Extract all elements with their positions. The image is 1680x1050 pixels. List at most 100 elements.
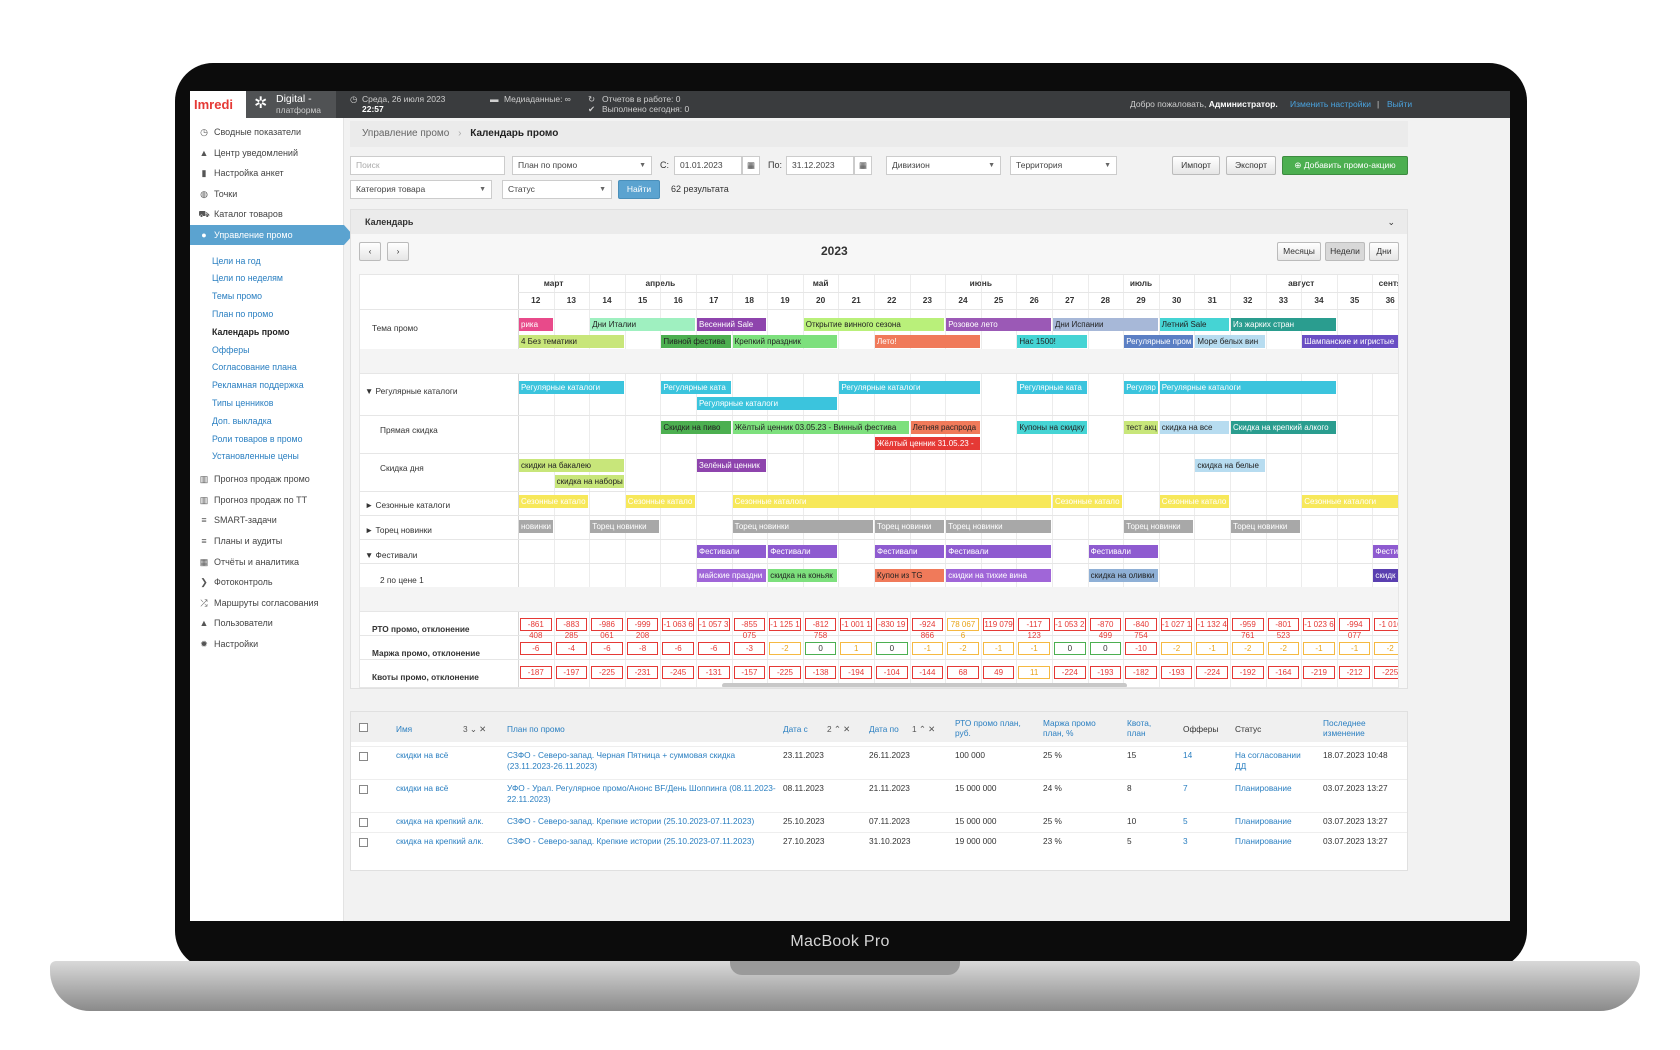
sidebar-item[interactable]: ◍ Точки bbox=[190, 184, 344, 204]
promo-bar[interactable]: скидки на бакалею bbox=[519, 459, 624, 472]
column-header-quota[interactable]: Квота, план bbox=[1127, 718, 1152, 738]
promo-bar[interactable]: Регулярные ката bbox=[1017, 381, 1087, 394]
sidebar-item[interactable]: ≡ SMART-задачи bbox=[190, 510, 344, 530]
column-header-margin[interactable]: Маржа промо план, % bbox=[1043, 718, 1096, 738]
platform-brand[interactable]: ✲ Digital - платформа bbox=[246, 91, 336, 118]
sidebar-item[interactable]: ▥ Прогноз продаж промо bbox=[190, 469, 344, 489]
promo-bar[interactable]: Регуляр bbox=[1124, 381, 1158, 394]
offers-link[interactable]: 3 bbox=[1183, 836, 1188, 846]
plan-link[interactable]: СЗФО - Северо-запад. Крепкие истории (25… bbox=[507, 836, 755, 846]
promo-bar[interactable]: Фестивали bbox=[946, 545, 1051, 558]
promo-bar[interactable]: Торец новинки bbox=[946, 520, 1051, 533]
sidebar-item[interactable]: ● Управление промо bbox=[190, 225, 353, 245]
plan-select[interactable]: План по промо ▼ bbox=[512, 156, 652, 175]
promo-bar[interactable]: Крепкий праздник bbox=[732, 335, 838, 348]
sidebar-item[interactable]: ≡ Планы и аудиты bbox=[190, 531, 344, 551]
promo-bar[interactable]: Регулярные каталоги bbox=[697, 397, 838, 410]
sidebar-subitem[interactable]: Офферы bbox=[212, 344, 250, 355]
status-link[interactable]: Планирование bbox=[1235, 783, 1292, 793]
promo-bar[interactable]: Торец новинки bbox=[1231, 520, 1301, 533]
category-select[interactable]: Категория товара ▼ bbox=[350, 180, 492, 199]
offers-link[interactable]: 5 bbox=[1183, 816, 1188, 826]
status-select[interactable]: Статус ▼ bbox=[502, 180, 612, 199]
promo-bar[interactable]: Сезонные катало bbox=[625, 495, 695, 508]
sidebar-subitem[interactable]: Цели по неделям bbox=[212, 273, 283, 284]
calendar-icon[interactable]: ▦ bbox=[742, 156, 760, 175]
date-to-input[interactable]: 31.12.2023 bbox=[786, 156, 854, 175]
sidebar-item[interactable]: ▮ Настройка анкет bbox=[190, 163, 344, 183]
sidebar-item[interactable]: ◷ Сводные показатели bbox=[190, 122, 344, 142]
column-header-plan[interactable]: План по промо bbox=[507, 724, 565, 734]
promo-bar[interactable]: Фести bbox=[1373, 545, 1398, 558]
sidebar-item[interactable]: ⛟ Каталог товаров bbox=[190, 204, 344, 224]
imredi-logo[interactable]: Imredi bbox=[190, 91, 246, 118]
sidebar-item[interactable]: ▲ Пользователи bbox=[190, 613, 344, 633]
promo-bar[interactable]: Регулярные пром bbox=[1124, 335, 1194, 348]
promo-bar[interactable]: Шампанские и игристые bbox=[1302, 335, 1398, 348]
horizontal-scrollbar[interactable] bbox=[722, 683, 1127, 687]
promo-bar[interactable]: Сезонные катало bbox=[1053, 495, 1123, 508]
sidebar-item[interactable]: ✹ Настройки bbox=[190, 634, 344, 654]
row-checkbox[interactable] bbox=[359, 818, 368, 827]
promo-bar[interactable]: Фестивали bbox=[1088, 545, 1158, 558]
promo-bar[interactable]: Регулярные каталоги bbox=[519, 381, 624, 394]
promo-bar[interactable]: Сезонные катало bbox=[519, 495, 589, 508]
breadcrumb-parent[interactable]: Управление промо bbox=[362, 128, 450, 139]
promo-bar[interactable]: Торец новинки bbox=[590, 520, 660, 533]
column-header-date_to[interactable]: Дата по bbox=[869, 724, 899, 734]
promo-bar[interactable]: Летняя распрода bbox=[910, 421, 980, 434]
sidebar-subitem[interactable]: План по промо bbox=[212, 309, 274, 319]
column-header-name[interactable]: Имя bbox=[396, 724, 413, 734]
settings-link[interactable]: Изменить настройки bbox=[1290, 99, 1371, 109]
sidebar-item[interactable]: ⤮ Маршруты согласования bbox=[190, 593, 344, 613]
promo-bar[interactable]: Жёлтый ценник 03.05.23 - Винный фестива bbox=[732, 421, 909, 434]
row-label[interactable]: ► Торец новинки bbox=[365, 525, 432, 535]
row-checkbox[interactable] bbox=[359, 785, 368, 794]
promo-bar[interactable]: Купоны на скидку bbox=[1017, 421, 1087, 434]
promo-bar[interactable]: 4 Без тематики bbox=[519, 335, 624, 348]
promo-bar[interactable]: Лето! bbox=[875, 335, 980, 348]
find-button[interactable]: Найти bbox=[618, 180, 660, 199]
promo-bar[interactable]: Регулярные ката bbox=[661, 381, 731, 394]
status-link[interactable]: Планирование bbox=[1235, 816, 1292, 826]
sidebar-subitem[interactable]: Доп. выкладка bbox=[212, 415, 272, 426]
offers-link[interactable]: 14 bbox=[1183, 750, 1193, 760]
row-label[interactable]: ▼ Регулярные каталоги bbox=[365, 386, 458, 396]
status-link[interactable]: Планирование bbox=[1235, 836, 1292, 846]
promo-bar[interactable]: Весенний Sale bbox=[697, 318, 767, 331]
sidebar-subitem[interactable]: Роли товаров в промо bbox=[212, 433, 303, 444]
promo-name-link[interactable]: скидка на крепкий алк. bbox=[396, 836, 484, 846]
promo-bar[interactable]: Море белых вин bbox=[1195, 335, 1265, 348]
add-promo-button[interactable]: ⊕ Добавить промо-акцию bbox=[1282, 156, 1408, 175]
view-months-button[interactable]: Месяцы bbox=[1277, 242, 1321, 261]
plan-link[interactable]: УФО - Урал. Регулярное промо/Анонс BF/Де… bbox=[507, 783, 776, 804]
promo-bar[interactable]: Торец новинки bbox=[732, 520, 873, 533]
sidebar-subitem[interactable]: Цели на год bbox=[212, 255, 261, 266]
promo-bar[interactable]: Сезонные каталоги bbox=[732, 495, 1051, 508]
promo-bar[interactable]: скидка на наборы bbox=[554, 475, 624, 488]
promo-bar[interactable]: скидка на белые bbox=[1195, 459, 1265, 472]
promo-name-link[interactable]: скидки на всё bbox=[396, 783, 449, 793]
promo-bar[interactable]: скидк bbox=[1373, 569, 1398, 582]
sidebar-subitem[interactable]: Темы промо bbox=[212, 291, 263, 302]
promo-bar[interactable]: Летний Sale bbox=[1159, 318, 1229, 331]
promo-bar[interactable]: Скидки на пиво bbox=[661, 421, 731, 434]
date-from-input[interactable]: 01.01.2023 bbox=[674, 156, 742, 175]
promo-bar[interactable]: скидка на все bbox=[1159, 421, 1229, 434]
division-select[interactable]: Дивизион ▼ bbox=[886, 156, 1001, 175]
promo-bar[interactable]: Скидка на крепкий алкого bbox=[1231, 421, 1336, 434]
sidebar-item[interactable]: ▥ Прогноз продаж по ТТ bbox=[190, 490, 344, 510]
promo-name-link[interactable]: скидки на всё bbox=[396, 750, 449, 760]
promo-bar[interactable]: майские праздни bbox=[697, 569, 767, 582]
sidebar-subitem[interactable]: Установленные цены bbox=[212, 451, 299, 462]
table-row[interactable] bbox=[351, 832, 1407, 852]
promo-bar[interactable]: Из жарких стран bbox=[1231, 318, 1336, 331]
promo-bar[interactable]: Сезонные каталоги bbox=[1302, 495, 1398, 508]
select-all-checkbox[interactable] bbox=[359, 723, 368, 732]
promo-bar[interactable]: Торец новинки bbox=[875, 520, 945, 533]
status-link[interactable]: На согласовании ДД bbox=[1235, 750, 1301, 771]
view-days-button[interactable]: Дни bbox=[1369, 242, 1399, 261]
column-header-offers[interactable]: Офферы bbox=[1183, 724, 1219, 734]
promo-bar[interactable]: Фестивали bbox=[875, 545, 945, 558]
column-header-status[interactable]: Статус bbox=[1235, 724, 1262, 734]
